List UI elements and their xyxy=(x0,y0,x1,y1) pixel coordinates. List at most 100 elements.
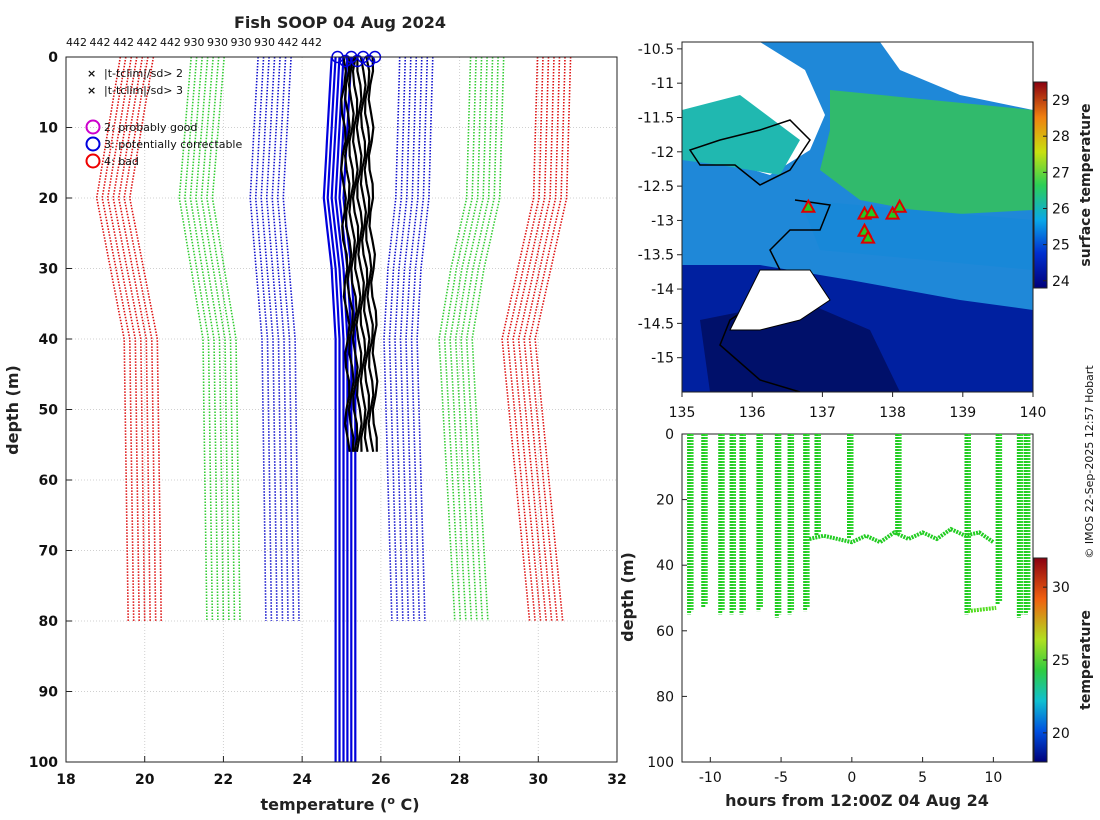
profile-line xyxy=(517,56,555,622)
sst-colorbar-tick-label: 26 xyxy=(1052,201,1070,217)
x-label-degree: o xyxy=(387,794,395,807)
sst-colorbar-tick-label: 24 xyxy=(1052,274,1070,290)
profile-y-label: depth (m) xyxy=(3,365,22,455)
y-tick-label: 40 xyxy=(39,332,59,348)
imos-watermark: © IMOS 22-Sep-2025 12:57 Hobart xyxy=(1083,365,1096,559)
profile-line xyxy=(343,56,355,452)
profile-line xyxy=(512,56,550,622)
map-y-tick-label: -12 xyxy=(651,145,674,161)
profile-line xyxy=(322,56,337,762)
sst-map-field xyxy=(682,42,1033,392)
profile-line xyxy=(271,56,289,622)
legend-label: |t-tclim|/sd> 3 xyxy=(104,84,183,97)
profile-line xyxy=(206,56,236,622)
profile-line xyxy=(211,56,241,622)
land-area-east xyxy=(880,42,1033,110)
profile-line xyxy=(276,56,295,622)
map-y-tick-label: -15 xyxy=(651,351,674,367)
profile-line xyxy=(338,56,353,762)
sst-colorbar-tick-label: 29 xyxy=(1052,93,1070,109)
profile-line xyxy=(123,56,157,622)
instrument-id: 930 xyxy=(254,36,275,49)
instrument-id: 442 xyxy=(137,36,158,49)
profile-line xyxy=(471,56,505,622)
profile-line xyxy=(388,56,407,622)
profile-line xyxy=(254,56,273,622)
station-marker xyxy=(891,198,908,213)
depth-time-casts xyxy=(687,434,1031,618)
profile-line xyxy=(128,56,162,622)
instrument-id: 930 xyxy=(184,36,205,49)
profile-line xyxy=(416,56,434,622)
x-tick-label: 30 xyxy=(529,772,549,788)
legend-label: 3: potentially correctable xyxy=(104,138,242,151)
tow-path xyxy=(808,526,995,545)
profile-line xyxy=(405,56,423,622)
map-y-tick-label: -13.5 xyxy=(638,248,674,264)
profile-series xyxy=(95,50,572,762)
time-x-tick-label: -10 xyxy=(699,770,722,786)
depth-time-y-label: depth (m) xyxy=(618,552,637,642)
profile-line xyxy=(523,56,561,622)
profile-line xyxy=(106,56,140,622)
time-x-tick-label: 0 xyxy=(847,770,856,786)
profile-line xyxy=(112,56,146,622)
time-x-tick-label: -5 xyxy=(774,770,788,786)
instrument-id: 442 xyxy=(278,36,299,49)
sst-colorbar-tick-label: 25 xyxy=(1052,238,1070,254)
temperature-colorbar-tick-label: 30 xyxy=(1052,580,1070,596)
profile-line xyxy=(410,56,429,622)
map-y-tick-label: -14.5 xyxy=(638,316,674,332)
legend-marker-x: × xyxy=(87,84,96,97)
profile-line xyxy=(178,56,208,622)
y-tick-label: 100 xyxy=(29,755,58,771)
temperature-colorbar-label: temperature xyxy=(1078,610,1094,710)
y-tick-label: 20 xyxy=(39,191,59,207)
sst-colorbar-label: surface temperature xyxy=(1078,103,1094,266)
instrument-id: 442 xyxy=(160,36,181,49)
temperature-colorbar-tick-label: 20 xyxy=(1052,726,1070,742)
time-x-tick-label: 10 xyxy=(984,770,1002,786)
legend-marker-circle xyxy=(85,153,101,169)
profile-line xyxy=(501,56,539,622)
instrument-id: 442 xyxy=(113,36,134,49)
profile-line xyxy=(101,56,135,622)
map-x-tick-label: 139 xyxy=(949,405,976,421)
y-tick-label: 30 xyxy=(39,262,59,278)
profile-line xyxy=(443,56,477,622)
map-x-tick-label: 140 xyxy=(1020,405,1047,421)
time-y-tick-label: 60 xyxy=(656,624,674,640)
profile-line xyxy=(394,56,412,622)
x-tick-label: 18 xyxy=(56,772,75,788)
profile-line xyxy=(282,56,300,622)
profile-line xyxy=(359,56,371,453)
x-tick-label: 22 xyxy=(214,772,233,788)
sst-colorbar-tick-label: 27 xyxy=(1052,165,1070,181)
time-y-tick-label: 100 xyxy=(647,755,674,771)
profile-legend: × |t-tclim|/sd> 2 × |t-tclim|/sd> 3 2: proba… xyxy=(85,67,242,169)
instrument-id: 930 xyxy=(207,36,228,49)
instrument-id: 442 xyxy=(301,36,322,49)
sst-warm-patch xyxy=(820,90,1033,215)
instrument-id-labels: 442 442 442 442 442 930 930 930 930 442 442 xyxy=(66,36,322,49)
profile-line xyxy=(460,56,494,622)
profile-line xyxy=(326,56,341,762)
profile-line xyxy=(465,56,499,622)
chart-title: Fish SOOP 04 Aug 2024 xyxy=(234,13,446,32)
instrument-id: 930 xyxy=(231,36,252,49)
time-y-tick-label: 40 xyxy=(656,558,674,574)
station-marker xyxy=(800,198,817,213)
profile-line xyxy=(117,56,151,622)
legend-label: 2: probably good xyxy=(104,121,197,134)
profile-line xyxy=(399,56,418,622)
sst-colorbar-tick-label: 28 xyxy=(1052,129,1070,145)
instrument-id: 442 xyxy=(66,36,87,49)
temperature-colorbar-tick-label: 25 xyxy=(1052,653,1070,669)
station-marker xyxy=(884,205,901,220)
coastline xyxy=(688,119,811,186)
x-tick-label: 24 xyxy=(292,772,312,788)
map-y-tick-label: -11 xyxy=(651,76,674,92)
sst-colorbar xyxy=(1033,81,1048,289)
instrument-id: 442 xyxy=(90,36,111,49)
map-x-tick-label: 135 xyxy=(669,405,696,421)
